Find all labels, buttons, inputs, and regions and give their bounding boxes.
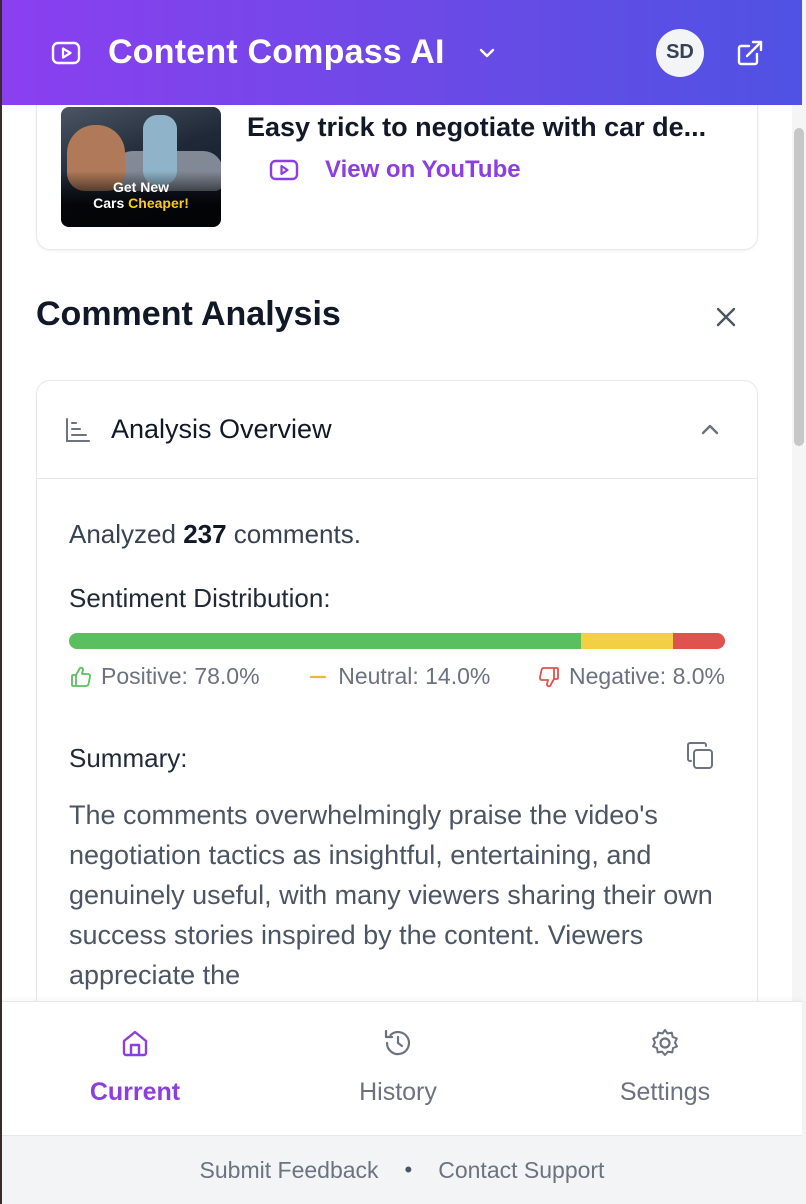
minus-icon	[306, 665, 330, 689]
thumbs-up-icon	[69, 665, 93, 689]
close-icon[interactable]	[712, 303, 740, 331]
content-scroll-area[interactable]: Get New Cars Cheaper! Easy trick to nego…	[2, 105, 802, 1001]
view-on-youtube-label: View on YouTube	[325, 156, 521, 183]
contact-support-link[interactable]: Contact Support	[438, 1156, 605, 1183]
user-avatar[interactable]: SD	[656, 28, 704, 77]
nav-settings[interactable]: Settings	[575, 1026, 755, 1107]
sentiment-legend: Positive: 78.0% Neutral: 14.0% Negative:…	[69, 663, 725, 690]
chevron-down-icon[interactable]	[475, 41, 499, 65]
analyzed-count-text: Analyzed 237 comments.	[69, 519, 361, 549]
bar-chart-icon	[63, 415, 93, 445]
nav-history-label: History	[359, 1078, 437, 1106]
video-thumbnail[interactable]: Get New Cars Cheaper!	[61, 107, 221, 227]
sentiment-bar-negative	[672, 633, 725, 649]
youtube-icon	[269, 158, 299, 182]
analysis-overview-toggle[interactable]: Analysis Overview	[37, 381, 757, 479]
thumbs-down-icon	[537, 665, 561, 689]
app-title[interactable]: Content Compass AI	[108, 33, 445, 71]
sentiment-bar-neutral	[580, 633, 673, 649]
legend-negative: Negative: 8.0%	[537, 663, 725, 690]
scrollbar-thumb[interactable]	[794, 128, 804, 446]
copy-icon[interactable]	[683, 739, 717, 773]
legend-positive: Positive: 78.0%	[69, 663, 260, 690]
nav-settings-label: Settings	[619, 1078, 711, 1106]
legend-neutral: Neutral: 14.0%	[306, 663, 490, 690]
summary-text: The comments overwhelmingly praise the v…	[69, 800, 713, 990]
nav-history[interactable]: History	[308, 1026, 488, 1107]
external-link-icon[interactable]	[734, 37, 766, 69]
video-card: Get New Cars Cheaper! Easy trick to nego…	[36, 105, 758, 250]
nav-current[interactable]: Current	[45, 1026, 225, 1107]
analysis-overview-card: Analysis Overview Analyzed 237 comments.…	[36, 380, 758, 1001]
sentiment-bar	[69, 633, 725, 649]
thumbnail-text: Get New	[112, 179, 169, 195]
comment-analysis-title: Comment Analysis	[36, 295, 341, 333]
gear-icon	[648, 1026, 682, 1060]
analysis-overview-title: Analysis Overview	[111, 414, 332, 444]
view-on-youtube-link[interactable]: View on YouTube	[269, 156, 521, 184]
window-edge	[0, 0, 2, 1204]
video-title: Easy trick to negotiate with car de...	[247, 112, 707, 142]
sentiment-bar-positive	[69, 633, 581, 649]
home-icon	[118, 1026, 152, 1060]
analyzed-count: 237	[183, 519, 227, 549]
submit-feedback-link[interactable]: Submit Feedback	[199, 1156, 379, 1183]
summary-label: Summary:	[69, 743, 188, 773]
youtube-logo-icon	[50, 39, 82, 67]
thumbnail-text-2: Cars Cheaper!	[93, 195, 189, 211]
sentiment-distribution-label: Sentiment Distribution:	[69, 583, 331, 613]
negative-label: Negative: 8.0%	[569, 663, 725, 689]
history-icon	[381, 1026, 415, 1060]
chevron-up-icon[interactable]	[697, 417, 723, 443]
app-header: Content Compass AI SD	[2, 0, 802, 105]
positive-label: Positive: 78.0%	[101, 663, 260, 689]
footer: Submit Feedback • Contact Support	[2, 1135, 802, 1204]
footer-separator: •	[404, 1157, 413, 1182]
neutral-label: Neutral: 14.0%	[338, 663, 491, 689]
nav-current-label: Current	[89, 1078, 181, 1106]
bottom-navigation: Current History Settings	[2, 1001, 802, 1135]
